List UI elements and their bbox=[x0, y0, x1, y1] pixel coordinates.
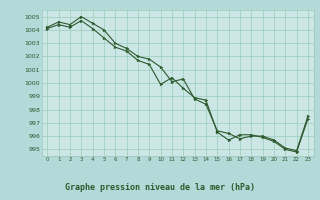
Text: Graphe pression niveau de la mer (hPa): Graphe pression niveau de la mer (hPa) bbox=[65, 183, 255, 192]
